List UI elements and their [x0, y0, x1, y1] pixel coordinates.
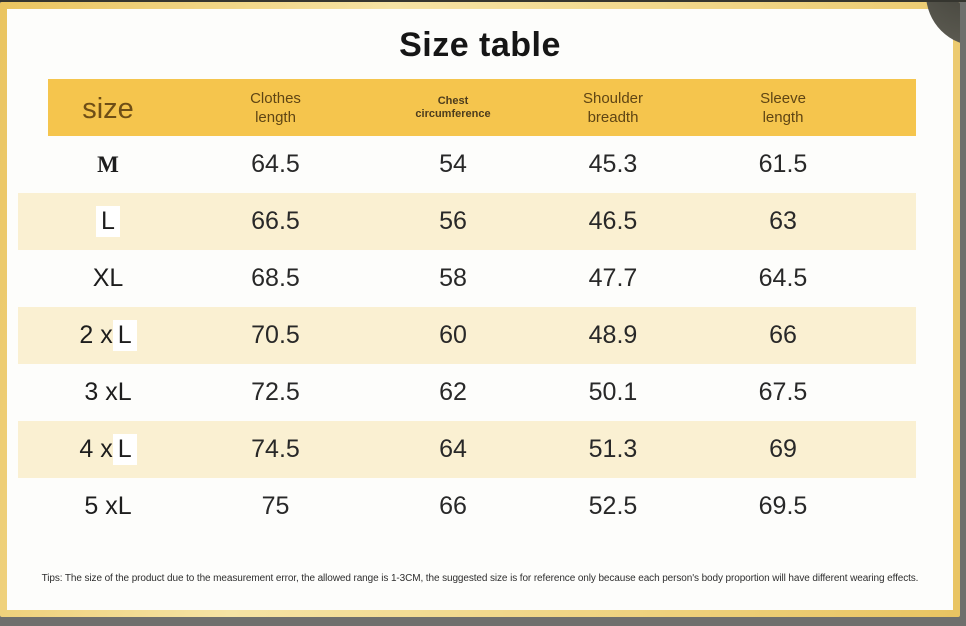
- measure-value: 58: [439, 264, 467, 292]
- size-prefix: 4 x: [79, 435, 113, 464]
- table-row: 3 xL 72.5 62 50.1 67.5: [18, 364, 916, 421]
- measure-value: 45.3: [588, 150, 638, 178]
- table-header-col: Chest circumference: [383, 95, 523, 121]
- table-rows: M 64.5 54 45.3 61.5 L 66.5 56 46.5 63 XL…: [18, 136, 916, 535]
- size-label: 3 xL: [48, 378, 168, 407]
- measure-value: 75: [261, 492, 290, 520]
- measure-value: 60: [439, 321, 467, 349]
- measure-value: 47.7: [588, 264, 638, 292]
- table-row: 5 xL 75 66 52.5 69.5: [18, 478, 916, 535]
- size-letter: L: [96, 206, 120, 237]
- measure-value: 61.5: [758, 150, 808, 178]
- table-header-col: Clothes length: [168, 89, 383, 127]
- size-label: L: [48, 206, 168, 237]
- size-label: M: [48, 150, 168, 179]
- table-header-col: Shoulder breadth: [523, 89, 703, 127]
- header-size: size: [82, 93, 134, 125]
- table-row: M 64.5 54 45.3 61.5: [18, 136, 916, 193]
- header-col-line1: Chest: [437, 94, 469, 107]
- header-col-line2: breadth: [587, 108, 639, 126]
- table-row: L 66.5 56 46.5 63: [18, 193, 916, 250]
- size-prefix: 3 x: [84, 378, 118, 406]
- header-col-line1: Shoulder: [582, 89, 644, 107]
- size-letter: L: [109, 264, 124, 292]
- size-card: Size table size Clothes length Chest cir…: [0, 2, 960, 617]
- size-letter: L: [112, 320, 137, 351]
- measure-value: 63: [769, 207, 797, 235]
- size-letter: L: [117, 378, 132, 406]
- measure-value: 64.5: [251, 150, 300, 178]
- measure-value: 69: [769, 435, 797, 463]
- measure-value: 64: [439, 435, 467, 463]
- measure-value: 62: [439, 378, 467, 406]
- measure-value: 74.5: [251, 435, 300, 463]
- measure-value: 66.5: [251, 207, 300, 235]
- size-letter: M: [97, 152, 119, 177]
- header-col-line1: Clothes: [250, 89, 301, 107]
- table-row: XL 68.5 58 47.7 64.5: [18, 250, 916, 307]
- measure-value: 50.1: [588, 378, 638, 406]
- measure-value: 66: [769, 321, 797, 349]
- size-prefix: 5 x: [84, 492, 118, 520]
- measure-value: 69.5: [758, 492, 808, 520]
- measure-value: 51.3: [588, 435, 638, 463]
- page-title: Size table: [399, 26, 561, 64]
- header-col-line2: length: [255, 108, 296, 126]
- measure-value: 54: [439, 150, 467, 178]
- size-prefix: X: [92, 264, 110, 292]
- size-letter: L: [112, 434, 137, 465]
- size-label: XL: [48, 264, 168, 293]
- measure-value: 52.5: [588, 492, 638, 520]
- size-letter: L: [117, 492, 132, 520]
- size-label: 5 xL: [48, 492, 168, 521]
- header-col-line2: circumference: [415, 107, 491, 120]
- tips-note: Tips: The size of the product due to the…: [41, 573, 919, 584]
- measure-value: 46.5: [588, 207, 638, 235]
- measure-value: 48.9: [588, 321, 638, 349]
- measure-value: 72.5: [251, 378, 300, 406]
- measure-value: 67.5: [758, 378, 808, 406]
- header-col-line2: length: [762, 108, 804, 126]
- table-header-col: Sleeve length: [703, 89, 863, 127]
- header-col-line1: Sleeve: [760, 89, 806, 107]
- card-inner: Size table size Clothes length Chest cir…: [7, 9, 953, 610]
- measure-value: 70.5: [251, 321, 300, 349]
- size-prefix: 2 x: [79, 321, 113, 350]
- measure-value: 68.5: [251, 264, 300, 292]
- measure-value: 56: [439, 207, 467, 235]
- measure-value: 66: [439, 492, 467, 520]
- measure-value: 64.5: [758, 264, 808, 292]
- table-header: size Clothes length Chest circumference …: [48, 79, 916, 136]
